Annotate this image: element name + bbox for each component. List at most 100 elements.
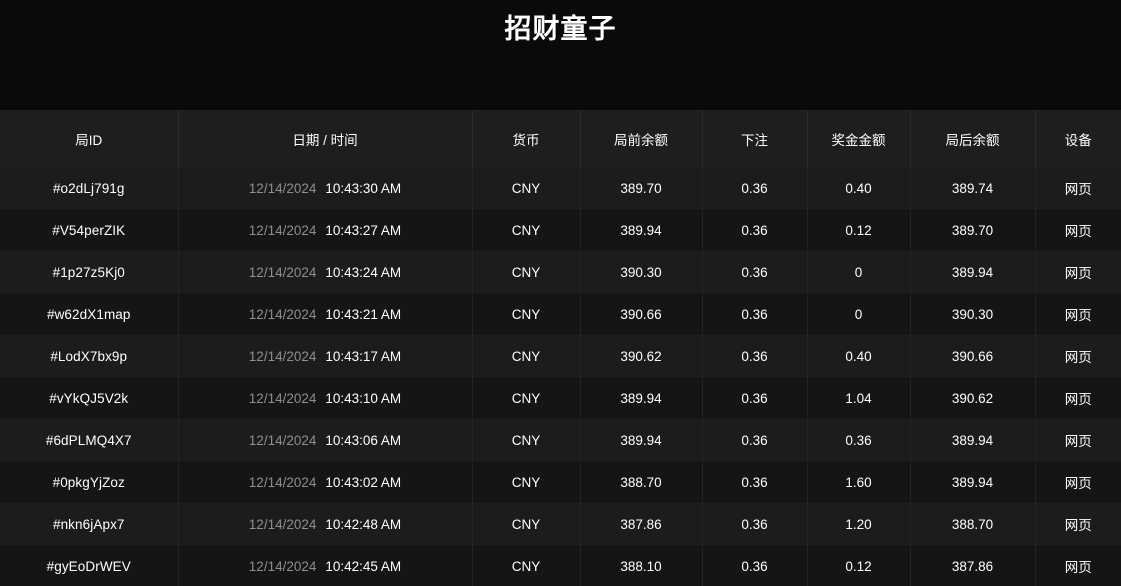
cell-currency: CNY [472, 503, 581, 545]
cell-device: 网页 [1035, 167, 1121, 209]
cell-device: 网页 [1035, 419, 1121, 461]
cell-round-id: #6dPLMQ4X7 [0, 419, 179, 461]
cell-date: 12/14/2024 [248, 474, 317, 490]
cell-balance-after: 390.62 [910, 377, 1036, 419]
cell-currency: CNY [472, 377, 581, 419]
cell-time: 10:43:21 AM [325, 306, 402, 322]
cell-win-amount: 1.60 [807, 461, 911, 503]
cell-datetime: 12/14/2024 10:43:21 AM [178, 293, 473, 335]
cell-date: 12/14/2024 [248, 390, 317, 406]
cell-device: 网页 [1035, 461, 1121, 503]
cell-bet: 0.36 [702, 545, 808, 586]
table-row[interactable]: #vYkQJ5V2k 12/14/2024 10:43:10 AM CNY 389.94… [0, 377, 1121, 419]
cell-balance-after: 389.70 [910, 209, 1036, 251]
column-header-datetime[interactable]: 日期 / 时间 [178, 110, 473, 167]
table-row[interactable]: #6dPLMQ4X7 12/14/2024 10:43:06 AM CNY 389.94… [0, 419, 1121, 461]
cell-balance-before: 389.70 [580, 167, 703, 209]
cell-win-amount: 0 [807, 251, 911, 293]
cell-win-amount: 0.12 [807, 545, 911, 586]
cell-currency: CNY [472, 545, 581, 586]
cell-balance-after: 389.74 [910, 167, 1036, 209]
cell-balance-before: 388.70 [580, 461, 703, 503]
table-row[interactable]: #w62dX1map 12/14/2024 10:43:21 AM CNY 390.66… [0, 293, 1121, 335]
cell-datetime: 12/14/2024 10:42:48 AM [178, 503, 473, 545]
table-row[interactable]: #o2dLj791g 12/14/2024 10:43:30 AM CNY 389.70… [0, 167, 1121, 209]
cell-balance-before: 389.94 [580, 209, 703, 251]
cell-balance-after: 390.30 [910, 293, 1036, 335]
cell-currency: CNY [472, 167, 581, 209]
cell-time: 10:43:30 AM [325, 180, 402, 196]
cell-time: 10:43:27 AM [325, 222, 402, 238]
cell-device: 网页 [1035, 503, 1121, 545]
cell-balance-after: 387.86 [910, 545, 1036, 586]
cell-round-id: #1p27z5Kj0 [0, 251, 179, 293]
table-row[interactable]: #0pkgYjZoz 12/14/2024 10:43:02 AM CNY 388.70… [0, 461, 1121, 503]
table-row[interactable]: #V54perZIK 12/14/2024 10:43:27 AM CNY 389.94… [0, 209, 1121, 251]
cell-win-amount: 0.40 [807, 335, 911, 377]
column-header-bet[interactable]: 下注 [702, 110, 808, 167]
column-header-currency[interactable]: 货币 [472, 110, 581, 167]
table-row[interactable]: #nkn6jApx7 12/14/2024 10:42:48 AM CNY 387.86… [0, 503, 1121, 545]
cell-currency: CNY [472, 461, 581, 503]
cell-balance-after: 389.94 [910, 461, 1036, 503]
cell-win-amount: 0.40 [807, 167, 911, 209]
cell-time: 10:43:10 AM [325, 390, 402, 406]
cell-balance-before: 389.94 [580, 419, 703, 461]
cell-device: 网页 [1035, 293, 1121, 335]
cell-date: 12/14/2024 [248, 516, 317, 532]
column-header-balance-after[interactable]: 局后余额 [910, 110, 1036, 167]
cell-date: 12/14/2024 [248, 180, 317, 196]
cell-datetime: 12/14/2024 10:43:17 AM [178, 335, 473, 377]
cell-balance-before: 390.66 [580, 293, 703, 335]
cell-datetime: 12/14/2024 10:43:10 AM [178, 377, 473, 419]
cell-bet: 0.36 [702, 461, 808, 503]
cell-datetime: 12/14/2024 10:43:27 AM [178, 209, 473, 251]
cell-bet: 0.36 [702, 503, 808, 545]
page-title: 招财童子 [504, 14, 617, 44]
cell-datetime: 12/14/2024 10:43:02 AM [178, 461, 473, 503]
table-header: 局ID 日期 / 时间 货币 局前余额 下注 奖金金额 局后余额 设备 [0, 110, 1121, 167]
cell-win-amount: 0.36 [807, 419, 911, 461]
cell-datetime: 12/14/2024 10:43:30 AM [178, 167, 473, 209]
cell-balance-before: 390.62 [580, 335, 703, 377]
table-row[interactable]: #gyEoDrWEV 12/14/2024 10:42:45 AM CNY 388.10… [0, 545, 1121, 586]
cell-round-id: #vYkQJ5V2k [0, 377, 179, 419]
cell-currency: CNY [472, 209, 581, 251]
cell-currency: CNY [472, 251, 581, 293]
cell-round-id: #0pkgYjZoz [0, 461, 179, 503]
cell-time: 10:42:45 AM [325, 558, 402, 574]
cell-round-id: #LodX7bx9p [0, 335, 179, 377]
cell-bet: 0.36 [702, 377, 808, 419]
cell-time: 10:43:06 AM [325, 432, 402, 448]
cell-balance-before: 387.86 [580, 503, 703, 545]
cell-win-amount: 0.12 [807, 209, 911, 251]
table-row[interactable]: #1p27z5Kj0 12/14/2024 10:43:24 AM CNY 390.30… [0, 251, 1121, 293]
cell-bet: 0.36 [702, 209, 808, 251]
table-row[interactable]: #LodX7bx9p 12/14/2024 10:43:17 AM CNY 390.62… [0, 335, 1121, 377]
cell-time: 10:43:17 AM [325, 348, 402, 364]
cell-round-id: #w62dX1map [0, 293, 179, 335]
cell-date: 12/14/2024 [248, 558, 317, 574]
column-header-win-amount[interactable]: 奖金金额 [807, 110, 911, 167]
cell-device: 网页 [1035, 251, 1121, 293]
cell-date: 12/14/2024 [248, 306, 317, 322]
cell-bet: 0.36 [702, 293, 808, 335]
cell-balance-before: 389.94 [580, 377, 703, 419]
cell-time: 10:43:24 AM [325, 264, 402, 280]
column-header-round-id[interactable]: 局ID [0, 110, 179, 167]
title-band: 招财童子 [0, 0, 1121, 110]
cell-time: 10:43:02 AM [325, 474, 402, 490]
cell-balance-after: 388.70 [910, 503, 1036, 545]
cell-round-id: #gyEoDrWEV [0, 545, 179, 586]
table-body: #o2dLj791g 12/14/2024 10:43:30 AM CNY 389.70… [0, 167, 1121, 586]
cell-date: 12/14/2024 [248, 264, 317, 280]
cell-balance-after: 389.94 [910, 419, 1036, 461]
column-header-device[interactable]: 设备 [1035, 110, 1121, 167]
table-header-row: 局ID 日期 / 时间 货币 局前余额 下注 奖金金额 局后余额 设备 [0, 110, 1121, 167]
column-header-balance-before[interactable]: 局前余额 [580, 110, 703, 167]
cell-bet: 0.36 [702, 167, 808, 209]
cell-currency: CNY [472, 293, 581, 335]
cell-date: 12/14/2024 [248, 348, 317, 364]
cell-datetime: 12/14/2024 10:43:24 AM [178, 251, 473, 293]
cell-bet: 0.36 [702, 419, 808, 461]
